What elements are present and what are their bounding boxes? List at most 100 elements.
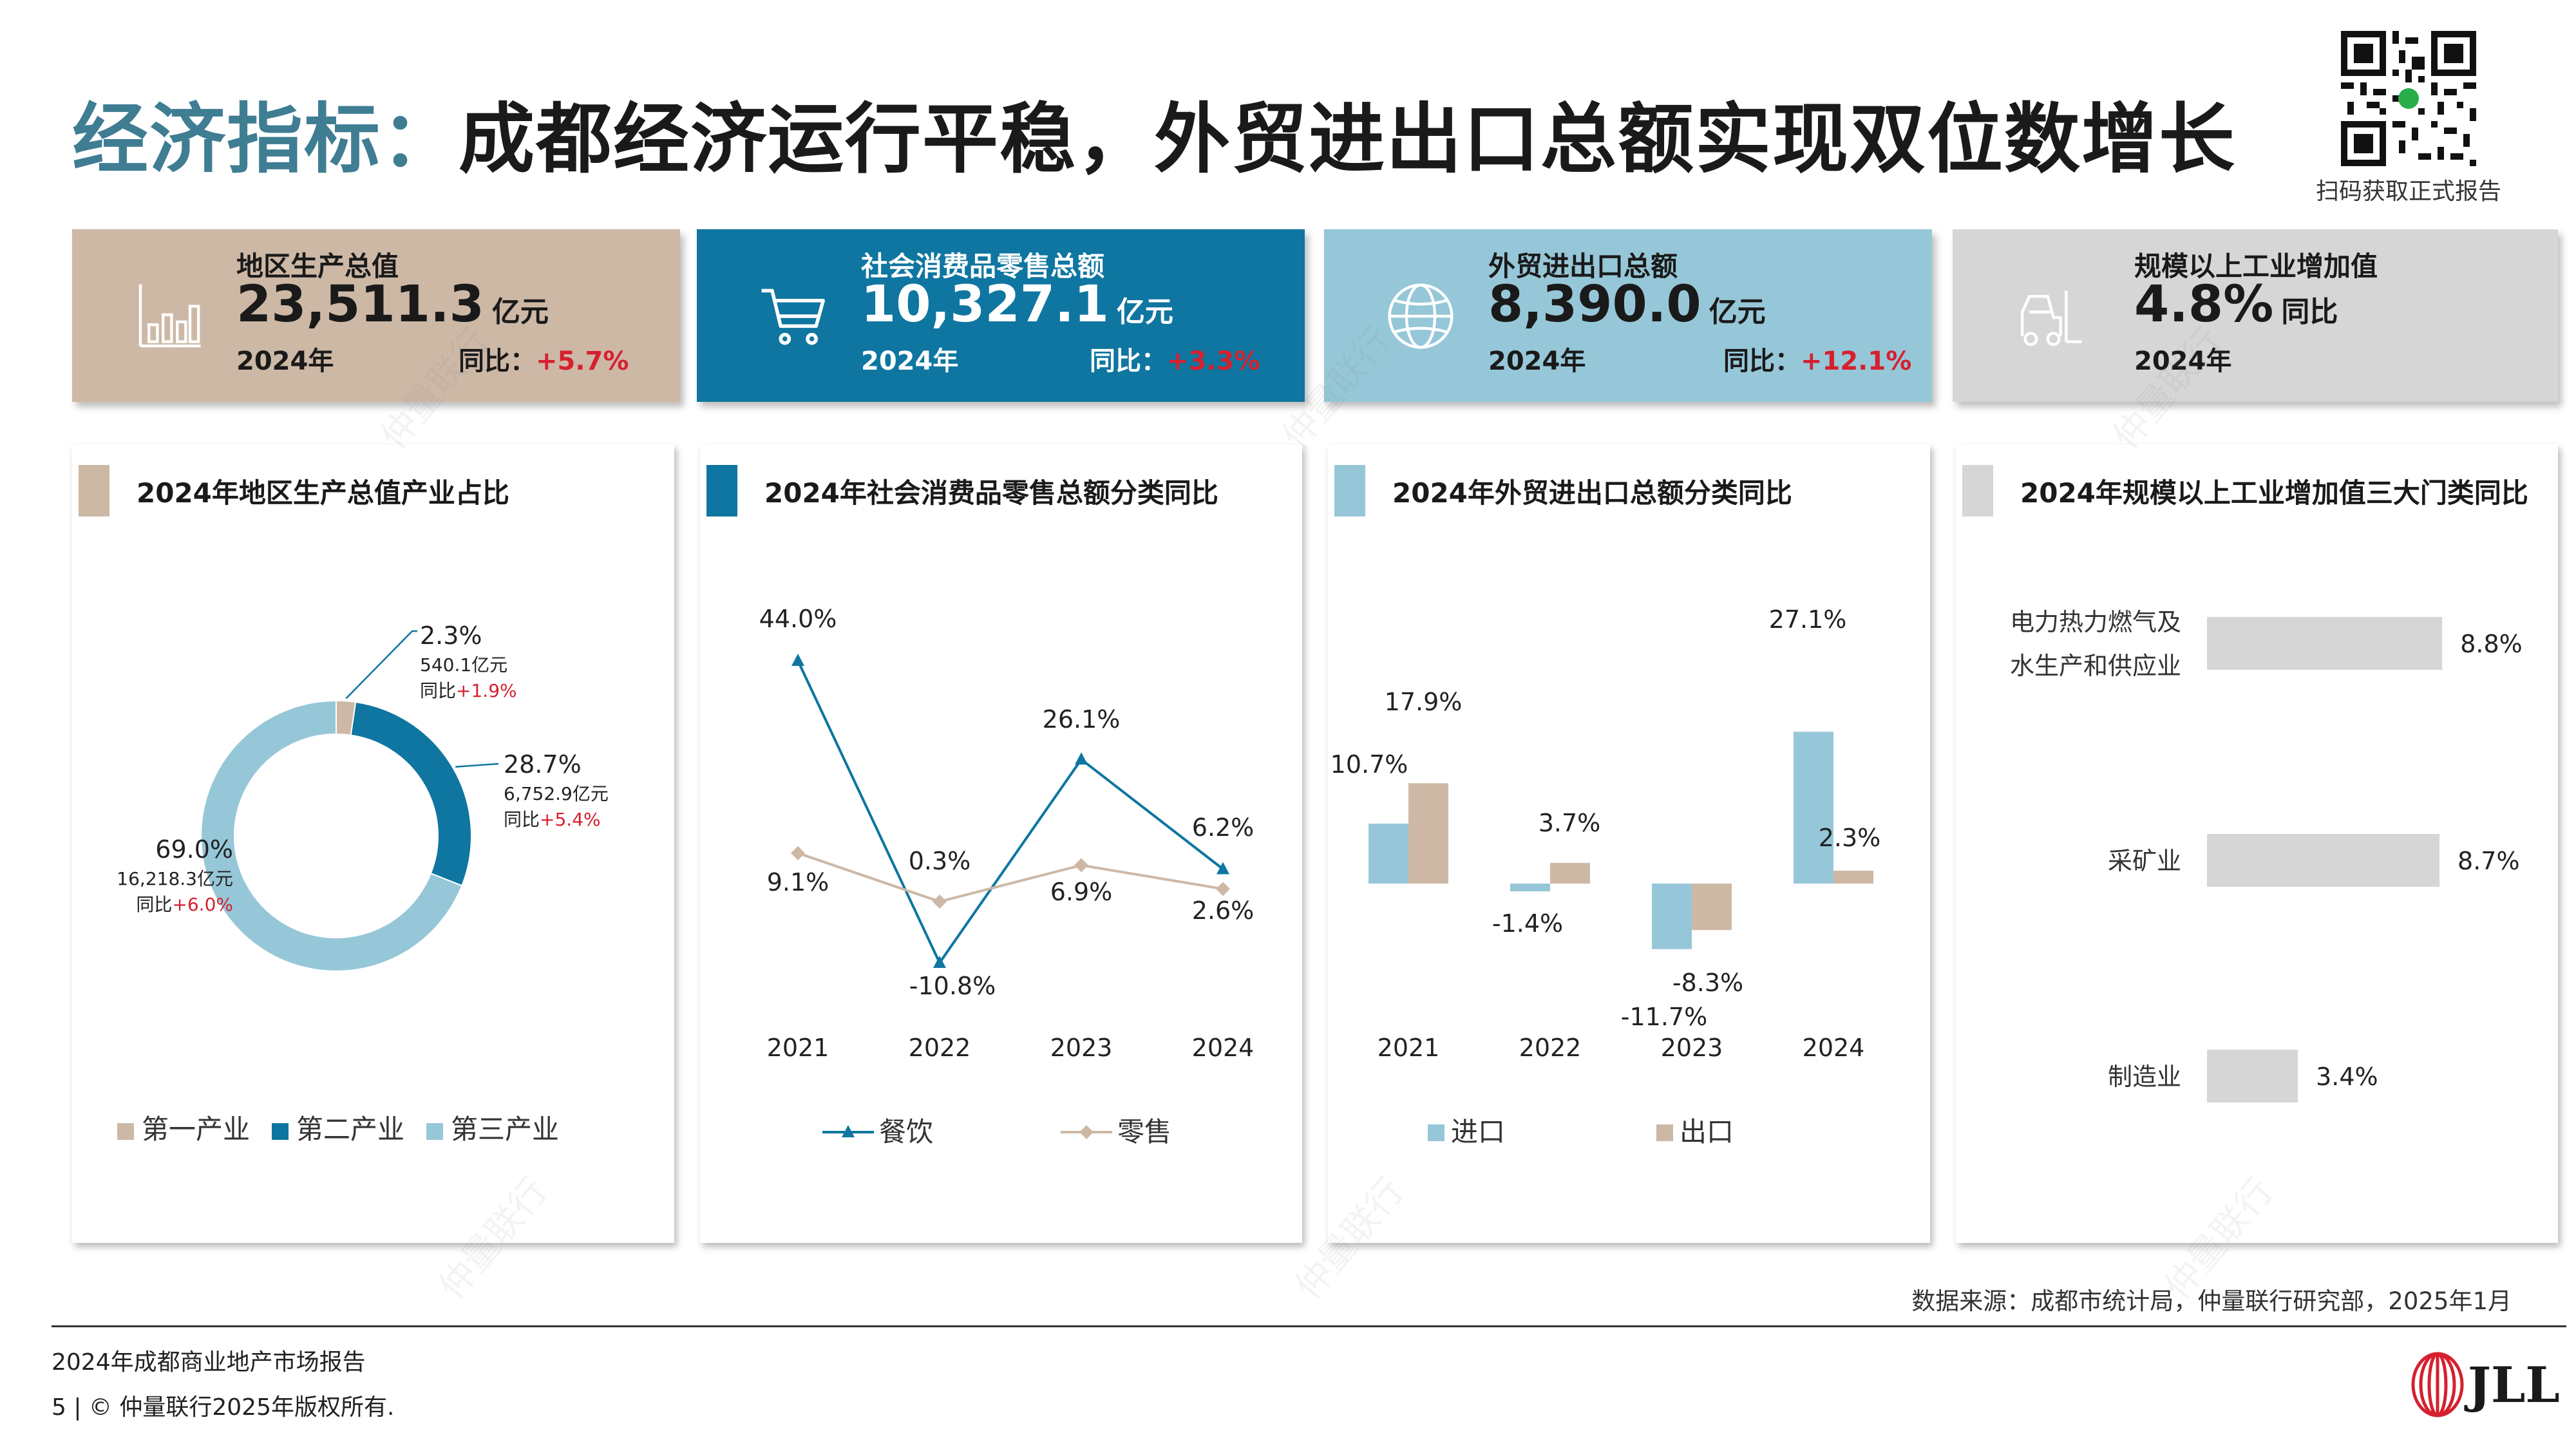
kpi-yoy-value: +5.7% bbox=[536, 346, 629, 376]
x-tick-label: 2023 bbox=[1661, 1034, 1723, 1062]
line-chart: 44.0% -10.8% 26.1% 6.2% 9.1% 0.3% 6.9% 2.6% 2021… bbox=[759, 605, 1255, 1148]
x-tick-label: 2022 bbox=[1519, 1034, 1582, 1062]
bar-出口 bbox=[1550, 862, 1590, 884]
leader-line bbox=[455, 762, 499, 768]
legend-swatch bbox=[117, 1123, 134, 1140]
kpi-yoy-value: +12.1% bbox=[1801, 346, 1912, 376]
kpi-number: 23,511.3 bbox=[236, 276, 484, 334]
data-point-marker bbox=[1216, 882, 1230, 896]
panel-accent-bar bbox=[79, 465, 109, 516]
bar-出口 bbox=[1692, 884, 1732, 931]
category-label: 水生产和供应业 bbox=[2010, 652, 2181, 680]
page-title: 经济指标：成都经济运行平稳，外贸进出口总额实现双位数增长 bbox=[72, 77, 2236, 187]
page-title-prefix: 经济指标： bbox=[72, 95, 459, 184]
panel-title: 2024年规模以上工业增加值三大门类同比 bbox=[2020, 477, 2528, 509]
data-label: -1.4% bbox=[1492, 909, 1563, 938]
kpi-unit: 同比 bbox=[2281, 296, 2338, 328]
data-label: 10.7% bbox=[1331, 750, 1408, 779]
x-tick-label: 2022 bbox=[909, 1034, 971, 1062]
x-tick-label: 2021 bbox=[1378, 1034, 1440, 1062]
data-label: 3.4% bbox=[2316, 1063, 2378, 1091]
footer-divider bbox=[52, 1325, 2566, 1327]
bar-进口 bbox=[1794, 732, 1833, 884]
hbar bbox=[2207, 1050, 2298, 1103]
slice-yoy-label: 同比+1.9% bbox=[420, 680, 517, 701]
data-label: 8.8% bbox=[2460, 630, 2523, 658]
kpi-number: 4.8% bbox=[2134, 276, 2274, 334]
bar-出口 bbox=[1408, 783, 1448, 884]
x-tick-label: 2021 bbox=[767, 1034, 829, 1062]
x-tick-label: 2023 bbox=[1050, 1034, 1113, 1062]
data-label: 17.9% bbox=[1385, 688, 1463, 716]
data-label: 2.3% bbox=[1819, 824, 1881, 852]
kpi-year: 2024年 bbox=[861, 346, 959, 376]
qr-caption: 扫码获取正式报告 bbox=[2315, 178, 2501, 205]
data-point-marker bbox=[1075, 752, 1088, 765]
donut-slice bbox=[200, 699, 463, 972]
data-point-marker bbox=[933, 895, 947, 909]
x-tick-label: 2024 bbox=[1192, 1034, 1255, 1062]
jll-logo: JLL bbox=[2411, 1352, 2560, 1417]
panel-title: 2024年地区生产总值产业占比 bbox=[137, 477, 509, 509]
legend-swatch bbox=[426, 1123, 443, 1140]
kpi-value: 23,511.3 亿元 bbox=[236, 276, 549, 334]
kpi-year: 2024年 bbox=[1488, 346, 1586, 376]
kpi-year: 2024年 bbox=[2134, 346, 2232, 376]
kpi-unit: 亿元 bbox=[1709, 296, 1766, 328]
slice-amount-label: 6,752.9亿元 bbox=[504, 783, 609, 804]
category-label: 采矿业 bbox=[2108, 847, 2181, 875]
data-label: 6.2% bbox=[1192, 813, 1255, 842]
kpi-year: 2024年 bbox=[236, 346, 334, 376]
panel-gdp-structure: 2024年地区生产总值产业占比 2.3% 540.1亿元 同比+1.9% 28.7% 6… bbox=[72, 444, 674, 1243]
category-label: 电力热力燃气及 bbox=[2010, 608, 2181, 636]
slice-yoy-value: +5.4% bbox=[540, 809, 601, 830]
kpi-yoy-label: 同比： bbox=[1723, 346, 1801, 376]
slice-yoy-prefix: 同比 bbox=[420, 680, 456, 701]
kpi-value: 10,327.1 亿元 bbox=[861, 276, 1173, 334]
qr-code-icon[interactable] bbox=[2341, 31, 2476, 166]
series-line-餐饮 bbox=[797, 660, 1224, 965]
kpi-card-retail: 社会消费品零售总额 10,327.1 亿元 2024年 同比：+3.3% bbox=[697, 229, 1305, 402]
legend-label: 进口 bbox=[1451, 1116, 1505, 1148]
kpi-value: 4.8% 同比 bbox=[2134, 276, 2338, 334]
data-point-marker bbox=[1217, 862, 1229, 875]
hbar bbox=[2207, 834, 2440, 887]
donut-chart: 2.3%540.1亿元同比+1.9%28.7%6,752.9亿元同比+5.4%6… bbox=[117, 621, 609, 1145]
legend-label: 零售 bbox=[1117, 1116, 1171, 1148]
bar-进口 bbox=[1510, 884, 1550, 892]
bar-chart: 10.7% -1.4% -11.7% 27.1% 17.9% 3.7% -8.3% 2.3% 2… bbox=[1331, 605, 1881, 1148]
legend-swatch bbox=[1656, 1124, 1673, 1141]
slice-pct-label: 69.0% bbox=[155, 835, 233, 864]
kpi-yoy: 同比：+3.3% bbox=[1090, 340, 1260, 377]
legend-label: 餐饮 bbox=[879, 1116, 933, 1148]
x-tick-label: 2024 bbox=[1803, 1034, 1865, 1062]
panel-accent-bar bbox=[1334, 465, 1365, 516]
data-label: 9.1% bbox=[767, 868, 829, 896]
bar-出口 bbox=[1833, 870, 1873, 884]
data-label: -10.8% bbox=[909, 972, 996, 1000]
series-line-零售 bbox=[797, 851, 1224, 904]
data-label: 3.7% bbox=[1539, 809, 1601, 837]
legend-label: 第一产业 bbox=[142, 1113, 250, 1145]
legend-marker bbox=[842, 1125, 855, 1137]
data-point-marker bbox=[933, 956, 946, 968]
kpi-label: 外贸进出口总额 bbox=[1488, 251, 1678, 282]
kpi-yoy-label: 同比： bbox=[1090, 346, 1167, 376]
leader-line bbox=[345, 630, 417, 699]
slice-yoy-prefix: 同比 bbox=[136, 894, 172, 915]
slice-yoy-prefix: 同比 bbox=[504, 809, 540, 830]
kpi-label: 社会消费品零售总额 bbox=[861, 251, 1105, 282]
data-label: 44.0% bbox=[759, 605, 837, 633]
kpi-yoy: 同比：+12.1% bbox=[1723, 340, 1911, 377]
data-source: 数据来源：成都市统计局，仲量联行研究部，2025年1月 bbox=[1911, 1287, 2512, 1315]
panel-accent-bar bbox=[1962, 465, 1993, 516]
kpi-card-gdp: 地区生产总值 23,511.3 亿元 2024年 同比：+5.7% bbox=[72, 229, 680, 402]
panel-retail-growth: 2024年社会消费品零售总额分类同比 44.0% -10.8% 26.1% 6.2% 9… bbox=[700, 444, 1302, 1243]
page-title-main: 成都经济运行平稳，外贸进出口总额实现双位数增长 bbox=[459, 95, 2237, 184]
kpi-card-industry: 规模以上工业增加值 4.8% 同比 2024年 bbox=[1953, 229, 2558, 402]
panel-title: 2024年外贸进出口总额分类同比 bbox=[1392, 477, 1792, 509]
legend-swatch bbox=[272, 1123, 289, 1140]
hbar bbox=[2207, 617, 2443, 670]
panel-accent-bar bbox=[706, 465, 737, 516]
legend-label: 出口 bbox=[1680, 1116, 1734, 1148]
